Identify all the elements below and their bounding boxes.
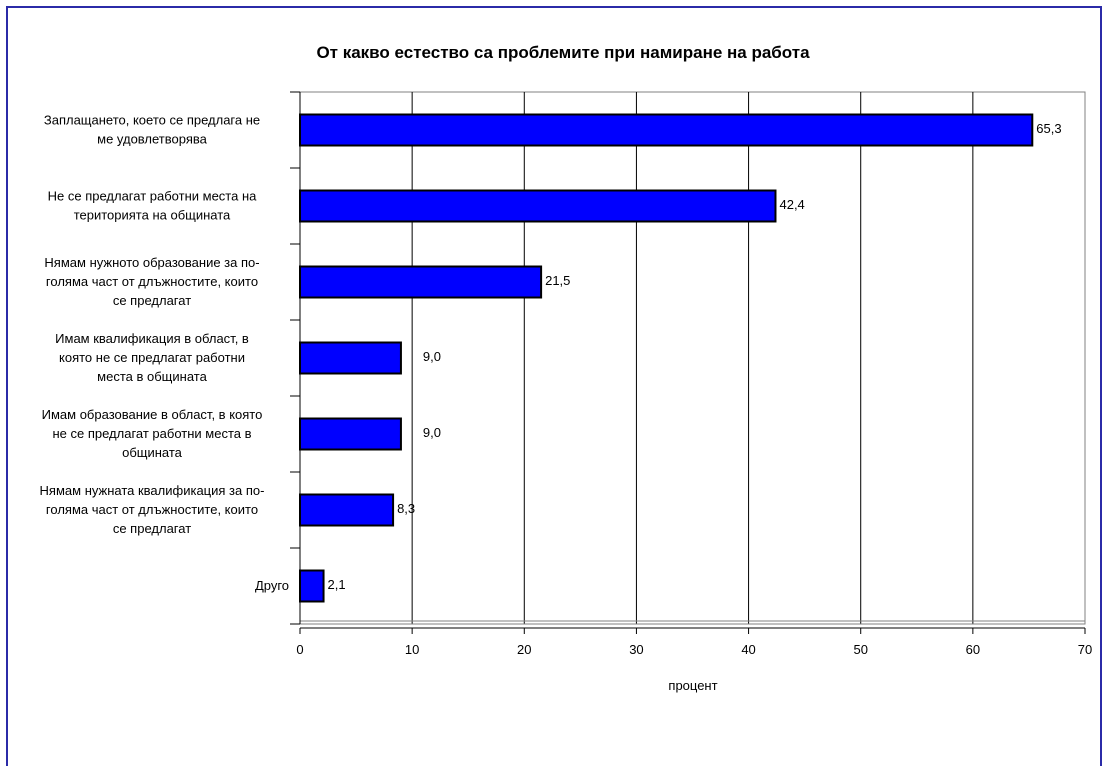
category-label: Не се предлагат работни места на територи… bbox=[48, 189, 258, 223]
category-label-line: се предлагат bbox=[113, 293, 191, 308]
data-label: 42,4 bbox=[779, 197, 804, 212]
category-label-line: Имам квалификация в област, в bbox=[55, 331, 249, 346]
category-label-line: голяма част от длъжностите, които bbox=[46, 274, 258, 289]
data-label: 65,3 bbox=[1036, 121, 1061, 136]
category-label: Друго bbox=[255, 578, 289, 593]
x-tick-label: 20 bbox=[517, 642, 531, 657]
category-label-line: която не се предлагат работни bbox=[59, 350, 245, 365]
category-label: Имам квалификация в област, в която не се… bbox=[55, 331, 249, 384]
category-label-line: Нямам нужната квалификация за по- bbox=[40, 483, 265, 498]
x-tick-label: 0 bbox=[296, 642, 303, 657]
bar bbox=[299, 113, 1034, 147]
plot-background bbox=[299, 91, 1086, 625]
category-label-line: ме удовлетворява bbox=[97, 132, 207, 147]
chart-title: От какво естество са проблемите при нами… bbox=[316, 43, 810, 62]
category-label-line: се предлагат bbox=[113, 521, 191, 536]
x-tick-label: 10 bbox=[405, 642, 419, 657]
category-label-line: не се предлагат работни места в bbox=[52, 426, 251, 441]
category-label-line: Имам образование в област, в която bbox=[42, 407, 263, 422]
category-label-line: места в общината bbox=[97, 369, 207, 384]
category-label: Нямам нужната квалификация за по-голяма … bbox=[40, 483, 265, 536]
bar bbox=[299, 493, 395, 527]
data-label: 2,1 bbox=[328, 577, 346, 592]
plot-area: 0 10 20 30 40 50 60 70 65,3 Заплащането, което се… bbox=[40, 91, 1092, 657]
x-tick-label: 40 bbox=[741, 642, 755, 657]
category-label: Нямам нужното образование за по-голяма ч… bbox=[44, 255, 259, 308]
x-axis-label: процент bbox=[668, 678, 717, 693]
data-label: 8,3 bbox=[397, 501, 415, 516]
x-tick-label: 70 bbox=[1078, 642, 1092, 657]
x-tick-label: 60 bbox=[966, 642, 980, 657]
bar bbox=[299, 189, 777, 223]
x-tick-label: 50 bbox=[853, 642, 867, 657]
data-label: 9,0 bbox=[423, 349, 441, 364]
bar bbox=[299, 569, 325, 603]
bar bbox=[299, 265, 543, 299]
category-label: Имам образование в област, в която не се … bbox=[42, 407, 263, 460]
bar bbox=[299, 341, 402, 375]
category-label-line: Нямам нужното образование за по- bbox=[44, 255, 259, 270]
category-label-line: Не се предлагат работни места на bbox=[48, 189, 258, 204]
category-label-line: Друго bbox=[255, 578, 289, 593]
data-label: 9,0 bbox=[423, 425, 441, 440]
bar bbox=[299, 417, 402, 451]
chart-frame bbox=[6, 6, 1102, 766]
data-label: 21,5 bbox=[545, 273, 570, 288]
category-label-line: общината bbox=[122, 445, 183, 460]
category-label-line: голяма част от длъжностите, които bbox=[46, 502, 258, 517]
category-label: Заплащането, което се предлага не ме удов… bbox=[44, 113, 260, 147]
category-label-line: Заплащането, което се предлага не bbox=[44, 113, 260, 128]
x-tick-label: 30 bbox=[629, 642, 643, 657]
category-label-line: територията на общината bbox=[74, 208, 231, 223]
